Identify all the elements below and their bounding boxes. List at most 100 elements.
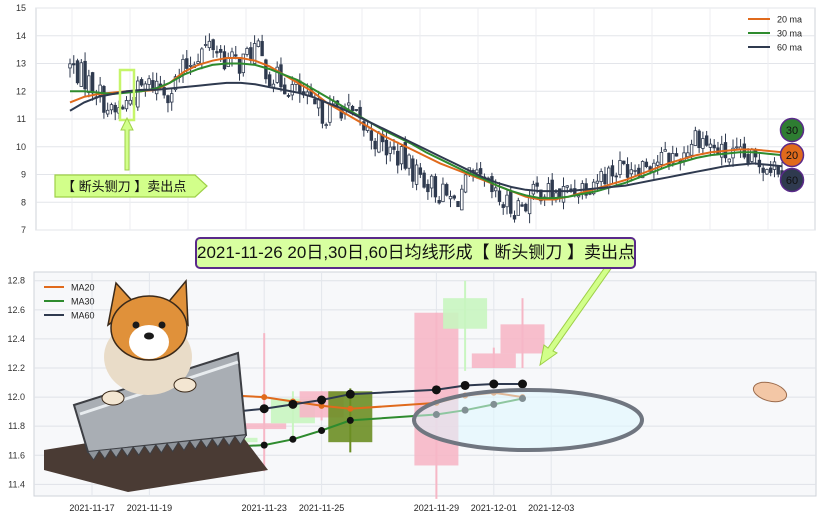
top-candle-body [128, 99, 132, 105]
top-candle-body [218, 48, 223, 53]
top-candle-body [407, 154, 411, 169]
top-candle-body [90, 72, 95, 94]
top-legend-label: 30 ma [777, 29, 802, 39]
top-candle-body [520, 204, 524, 207]
top-candle-body [655, 161, 660, 166]
top-candle-body [411, 158, 415, 182]
bottom-y-tick-label: 12.8 [7, 276, 25, 286]
top-y-tick-label: 10 [16, 142, 26, 152]
drumstick-icon [752, 381, 788, 403]
top-candle-body [750, 148, 754, 162]
top-candle-body [226, 57, 230, 67]
top-candle-body [396, 150, 400, 166]
top-candle-body [727, 158, 731, 163]
top-candle-body [350, 105, 355, 112]
top-candle-body [79, 62, 84, 87]
top-candle-body [267, 74, 272, 87]
bottom-legend-label: MA60 [71, 311, 95, 321]
top-candle-body [102, 86, 106, 113]
top-candle-body [501, 204, 505, 208]
bottom-ma-point [289, 435, 297, 443]
bottom-ma-point [259, 404, 269, 414]
top-candle-body [531, 183, 536, 195]
bottom-highlight-ellipse [412, 388, 644, 452]
top-candle-body [493, 187, 498, 192]
top-candle-body [377, 132, 381, 153]
top-candle-body [264, 59, 268, 80]
top-y-tick-label: 14 [16, 31, 26, 41]
top-candle-body [633, 169, 637, 172]
top-ma-end-circle [779, 142, 805, 168]
top-candlestick-panel: 7 8 9 10 11 12 13 14 15 20 ma 30 ma 60 ma 30 20 60 【 断头… [16, 3, 816, 235]
corgi-eye-right [158, 321, 166, 329]
top-candle-body [674, 153, 679, 157]
top-candle-body [768, 167, 773, 173]
top-candle-body [72, 63, 76, 66]
top-candle-body [313, 98, 317, 105]
top-candle-body [456, 201, 460, 208]
top-candle-body [211, 39, 215, 51]
top-candle-body [761, 167, 765, 173]
bottom-ma-point [518, 379, 527, 389]
top-candle-body [75, 60, 80, 84]
top-candle-body [388, 146, 392, 154]
bottom-y-tick-label: 12.0 [7, 392, 25, 402]
bottom-x-tick-label: 2021-11-17 [69, 503, 114, 513]
bottom-ma-point [261, 394, 268, 401]
top-candle-body [286, 95, 291, 97]
top-candle-body [629, 169, 634, 175]
top-ma-end-circle [779, 117, 805, 143]
bottom-x-tick-label: 2021-11-23 [242, 503, 287, 513]
top-candle-body [603, 173, 607, 185]
top-candle-body [640, 161, 645, 179]
top-candle-body [625, 164, 630, 178]
top-candle-body [185, 58, 189, 69]
bottom-candle-body [500, 324, 545, 354]
top-candle-body [622, 160, 626, 165]
top-candle-body [109, 104, 114, 111]
top-ma-end-circle [779, 167, 805, 193]
top-candle-body [260, 41, 264, 57]
top-candle-body [124, 100, 129, 110]
corgi-nose [144, 332, 154, 340]
corgi-muzzle [129, 325, 169, 359]
top-candle-body [441, 183, 445, 203]
top-candle-body [290, 84, 294, 96]
top-candle-body [249, 47, 253, 61]
top-candle-body [196, 61, 200, 64]
bottom-x-tick-label: 2021-12-01 [471, 503, 517, 513]
top-candle-body [418, 167, 423, 175]
bottom-candle-body [242, 423, 287, 430]
top-candle-body [403, 142, 407, 169]
top-candle-body [697, 130, 701, 149]
top-candle-body [595, 180, 600, 184]
bottom-legend-label: MA30 [71, 297, 95, 307]
bottom-ma-point [317, 395, 327, 405]
top-candle-body [644, 161, 649, 167]
top-candle-body [565, 185, 569, 188]
top-candle-body [478, 168, 483, 175]
top-y-tick-label: 11 [17, 114, 26, 124]
top-candle-body [708, 143, 713, 148]
top-candle-body [742, 143, 747, 158]
bottom-candle-body [443, 298, 488, 329]
top-candle-body [354, 109, 359, 111]
top-ma-end-circle-label: 30 [786, 125, 798, 137]
top-candle-body [143, 83, 148, 90]
top-candle-body [98, 84, 102, 96]
top-candle-body [328, 103, 332, 123]
top-candle-body [561, 186, 566, 203]
top-candle-body [392, 146, 396, 150]
bottom-ma-point [260, 441, 268, 449]
top-candle-body [550, 179, 554, 201]
top-candle-body [83, 60, 87, 90]
top-candle-body [437, 199, 441, 204]
top-candle-body [203, 44, 208, 46]
top-candle-body [704, 135, 709, 146]
top-legend-label: 20 ma [777, 15, 802, 25]
top-candle-body [614, 175, 618, 178]
top-candle-body [87, 75, 91, 93]
top-candle-body [200, 48, 204, 64]
top-candle-body [252, 43, 257, 64]
